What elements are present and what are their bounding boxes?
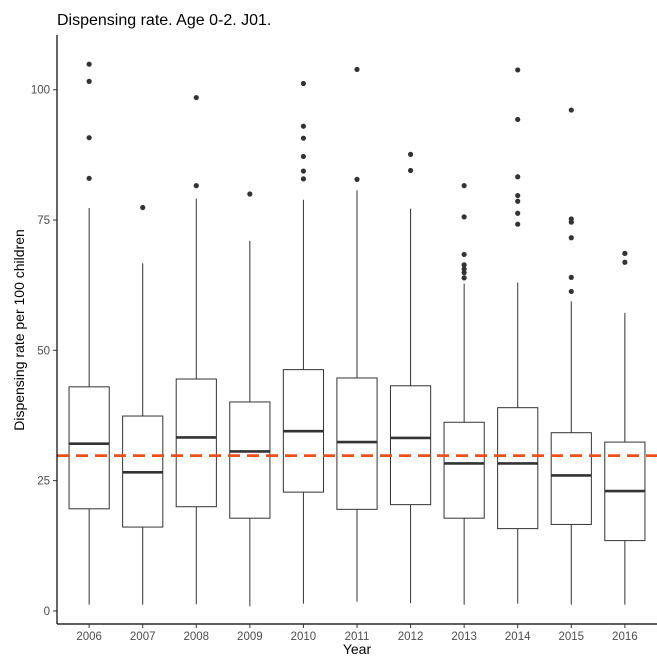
- iqr-box: [336, 377, 378, 510]
- outlier-point: [354, 176, 360, 182]
- box-group-2006: [68, 61, 110, 605]
- outlier-point: [354, 66, 360, 73]
- outlier-point: [515, 174, 521, 180]
- x-tick-label: 2012: [398, 631, 424, 643]
- iqr-box: [497, 407, 539, 530]
- outlier-point: [407, 151, 414, 157]
- outlier-point: [515, 116, 521, 123]
- outlier-point: [515, 198, 521, 204]
- box-group-2015: [550, 107, 592, 605]
- iqr-box: [175, 378, 217, 508]
- outlier-point: [622, 250, 628, 256]
- x-axis-ticks: 2006 2007 2008 2009 2010 2011 2012 2013 2014 2015…: [76, 624, 638, 643]
- y-axis-title: Dispensing rate per 100 children: [11, 229, 27, 431]
- outlier-point: [86, 78, 92, 84]
- outlier-point: [461, 251, 467, 258]
- outlier-point: [300, 153, 307, 160]
- outlier-point: [515, 221, 521, 227]
- box-group-2013: [443, 183, 485, 605]
- iqr-box: [229, 401, 271, 519]
- box-group-2008: [175, 94, 217, 605]
- y-tick-label: 25: [37, 476, 50, 488]
- x-tick-label: 2007: [130, 631, 156, 643]
- box-group-2011: [336, 66, 378, 602]
- y-tick-label: 50: [37, 345, 50, 357]
- outlier-point: [300, 135, 307, 141]
- x-tick-label: 2011: [345, 631, 370, 643]
- outlier-point: [300, 80, 307, 87]
- y-tick-label: 75: [37, 215, 50, 227]
- box-group-2007: [122, 204, 164, 605]
- outlier-point: [461, 275, 467, 281]
- outlier-point: [515, 67, 521, 73]
- box-group-2016: [604, 250, 646, 605]
- box-group-2009: [229, 191, 271, 607]
- box-group-2012: [389, 151, 432, 604]
- x-tick-label: 2009: [237, 631, 263, 643]
- outlier-point: [86, 135, 92, 141]
- x-axis-title: Year: [343, 641, 372, 657]
- outlier-point: [86, 175, 92, 181]
- box-group-2014: [497, 67, 539, 604]
- iqr-box: [443, 421, 485, 519]
- x-tick-label: 2010: [291, 631, 317, 643]
- outlier-point: [568, 216, 574, 222]
- outlier-point: [247, 191, 253, 197]
- x-tick-label: 2015: [558, 631, 584, 643]
- outlier-point: [568, 288, 574, 295]
- outlier-point: [568, 235, 574, 241]
- iqr-box: [550, 432, 592, 525]
- x-tick-label: 2013: [451, 631, 477, 643]
- box-group-2010: [282, 80, 325, 604]
- outlier-point: [461, 266, 467, 272]
- outlier-point: [461, 262, 467, 268]
- x-tick-label: 2008: [183, 631, 209, 643]
- x-tick-label: 2016: [612, 631, 638, 643]
- outlier-point: [140, 204, 146, 211]
- y-axis-ticks: 0 25 50 75 100: [31, 85, 57, 618]
- y-tick-label: 100: [31, 85, 50, 97]
- outlier-point: [300, 168, 307, 174]
- y-tick-label: 0: [44, 606, 50, 618]
- outlier-point: [86, 61, 92, 67]
- x-tick-label: 2006: [76, 631, 102, 643]
- outlier-point: [515, 192, 521, 199]
- outlier-point: [193, 183, 199, 189]
- outlier-point: [568, 274, 574, 280]
- outlier-point: [461, 270, 467, 276]
- outlier-point: [407, 167, 414, 174]
- outlier-point: [515, 210, 521, 216]
- outlier-point: [461, 214, 467, 220]
- outlier-point: [300, 176, 307, 182]
- outlier-point: [300, 123, 307, 129]
- outlier-point: [622, 259, 628, 265]
- x-tick-label: 2014: [505, 631, 531, 643]
- iqr-box: [68, 386, 110, 510]
- outlier-point: [461, 183, 467, 189]
- plot-area: [57, 61, 657, 607]
- outlier-point: [193, 94, 199, 101]
- outlier-point: [568, 107, 574, 113]
- chart-title: Dispensing rate. Age 0-2. J01.: [57, 12, 271, 29]
- iqr-box: [389, 385, 432, 506]
